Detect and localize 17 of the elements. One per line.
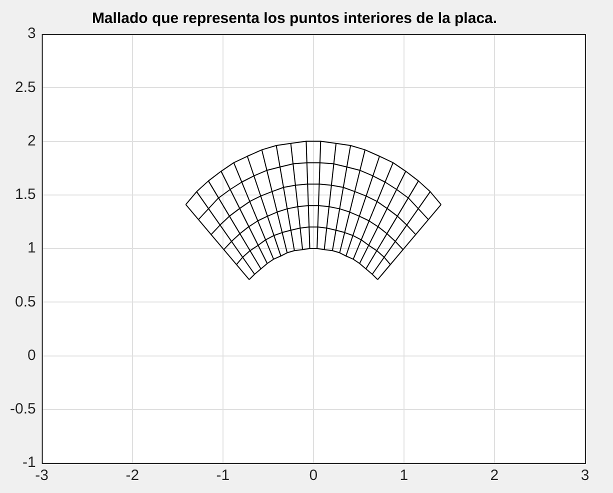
x-tick-label: -3 [35, 467, 49, 484]
x-tick-label: 2 [490, 467, 499, 484]
y-tick-label: -0.5 [10, 400, 36, 418]
y-tick-label: -1 [22, 454, 36, 472]
x-tick-label: 1 [400, 467, 408, 484]
y-tick-label: 3 [28, 25, 36, 42]
y-tick-label: 1.5 [14, 186, 36, 204]
y-tick-label: 1 [28, 240, 36, 257]
x-tick-label: 0 [309, 467, 318, 484]
y-tick-label: 2 [28, 132, 36, 150]
chart-title: Mallado que representa los puntos interiores de la placa. [92, 10, 498, 28]
y-tick-label: 2.5 [14, 78, 36, 96]
x-tick-label: 3 [580, 467, 590, 484]
x-tick-label: -2 [126, 467, 140, 484]
y-tick-label: 0 [28, 346, 36, 364]
y-tick-label: 0.5 [14, 293, 36, 310]
x-tick-label: -1 [216, 467, 230, 484]
